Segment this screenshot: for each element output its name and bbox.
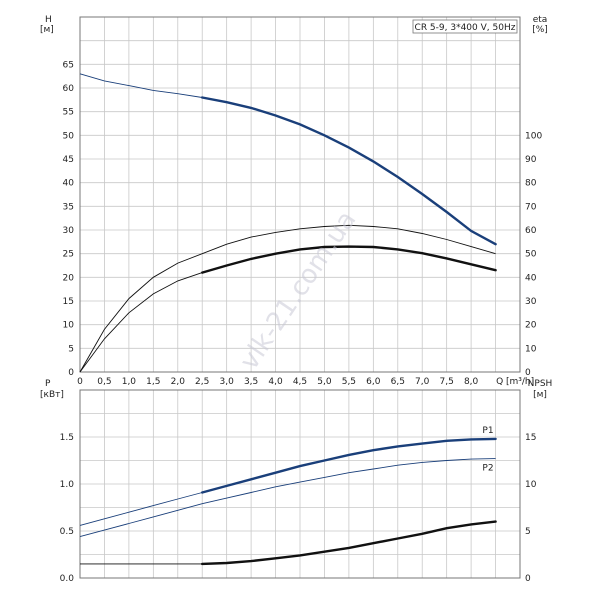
upper-left-tick-label: 55 [63, 108, 74, 118]
upper-left-tick-label: 35 [63, 202, 74, 212]
lower-left-axis-title: P [45, 379, 51, 389]
upper-left-tick-label: 15 [63, 297, 74, 307]
upper-right-tick-label: 20 [525, 321, 537, 331]
lower-series-2-operating-range [201, 520, 497, 566]
upper-right-axis-unit: [%] [532, 25, 548, 35]
x-tick-label: 1,0 [122, 377, 137, 387]
upper-right-tick-label: 60 [525, 226, 537, 236]
lower-right-axis-title: NPSH [528, 379, 553, 389]
lower-left-axis-unit: [кВт] [40, 390, 64, 400]
upper-right-tick-label: 90 [525, 155, 537, 165]
upper-left-tick-label: 5 [68, 344, 74, 354]
lower-series-0-line [79, 438, 496, 526]
upper-left-tick-label: 60 [63, 84, 75, 94]
upper-series-0-operating-range [201, 96, 497, 246]
upper-left-tick-label: 30 [63, 226, 75, 236]
series-label-p2: P2 [482, 464, 493, 474]
upper-left-axis-unit: [м] [40, 25, 54, 35]
chart-title: CR 5-9, 3*400 V, 50Hz [415, 23, 516, 33]
lower-left-tick-label: 0.0 [60, 574, 75, 584]
lower-right-tick-label: 0 [525, 574, 531, 584]
x-axis-title: Q [m³/h] [496, 377, 534, 387]
upper-right-tick-label: 10 [525, 344, 537, 354]
upper-left-tick-label: 45 [63, 155, 74, 165]
x-tick-label: 3,5 [244, 377, 258, 387]
lower-left-tick-label: 0.5 [60, 527, 74, 537]
upper-left-tick-label: 20 [63, 273, 75, 283]
upper-left-axis-title: H [45, 15, 52, 25]
upper-left-tick-label: 65 [63, 60, 74, 70]
lower-right-tick-label: 10 [525, 480, 537, 490]
upper-plot-frame [79, 16, 521, 373]
x-tick-label: 2,5 [195, 377, 209, 387]
x-tick-label: 1,5 [146, 377, 160, 387]
lower-right-tick-label: 15 [525, 433, 536, 443]
x-tick-label: 5,0 [317, 377, 332, 387]
upper-left-tick-label: 0 [68, 368, 74, 378]
upper-right-tick-label: 40 [525, 273, 537, 283]
x-tick-label: 0 [77, 377, 83, 387]
lower-series-1-line [79, 458, 496, 538]
x-tick-label: 6,5 [391, 377, 405, 387]
lower-left-tick-label: 1.0 [60, 480, 75, 490]
upper-right-tick-label: 100 [525, 131, 542, 141]
upper-right-tick-label: 70 [525, 202, 537, 212]
lower-plot-frame [79, 389, 521, 579]
x-tick-label: 2,0 [171, 377, 186, 387]
upper-right-tick-label: 30 [525, 297, 537, 307]
series-label-p1: P1 [482, 426, 493, 436]
lower-right-axis-unit: [м] [533, 390, 547, 400]
upper-right-tick-label: 50 [525, 250, 537, 260]
lower-left-tick-label: 1.5 [60, 433, 74, 443]
watermark-text: vlk-21.com.ua [234, 206, 362, 376]
upper-right-tick-label: 0 [525, 368, 531, 378]
upper-left-tick-label: 40 [63, 179, 75, 189]
upper-left-tick-label: 10 [63, 321, 75, 331]
x-tick-label: 3,0 [220, 377, 235, 387]
chart-title-box [412, 19, 518, 34]
lower-right-tick-label: 5 [525, 527, 531, 537]
x-tick-label: 0,5 [97, 377, 111, 387]
x-tick-label: 7,0 [415, 377, 430, 387]
upper-right-tick-label: 80 [525, 179, 537, 189]
upper-left-tick-label: 50 [63, 131, 75, 141]
x-tick-label: 4,5 [293, 377, 307, 387]
upper-series-2-operating-range [201, 245, 497, 274]
upper-right-axis-title: eta [533, 15, 548, 25]
x-tick-label: 8,0 [464, 377, 479, 387]
upper-series-1-line [79, 224, 496, 373]
upper-left-tick-label: 25 [63, 250, 74, 260]
x-tick-label: 4,0 [268, 377, 283, 387]
x-tick-label: 6,0 [366, 377, 381, 387]
x-tick-label: 5,5 [342, 377, 356, 387]
x-tick-label: 7,5 [440, 377, 454, 387]
lower-series-0-operating-range [201, 437, 497, 494]
